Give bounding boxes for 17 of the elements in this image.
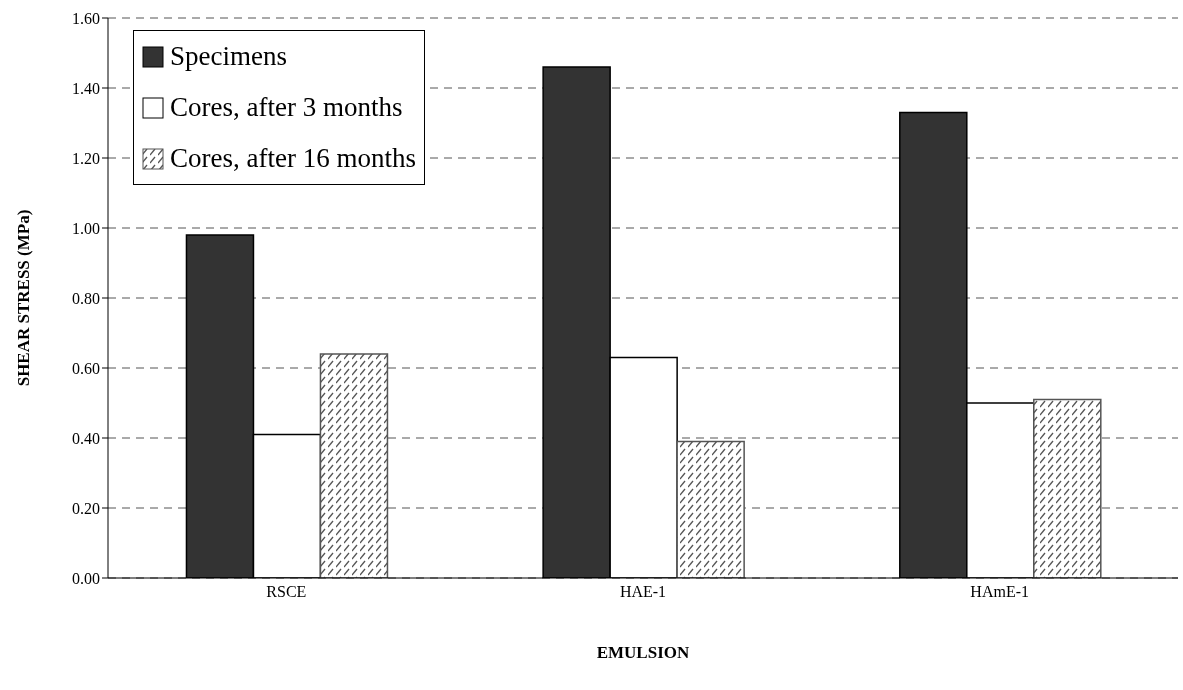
x-tick-label: HAE-1 — [619, 583, 667, 601]
y-tick-label: 0.20 — [72, 499, 100, 517]
y-tick-label: 0.80 — [72, 289, 100, 307]
y-tick-label: 1.00 — [72, 219, 100, 237]
legend-label: Cores, after 16 months — [170, 142, 416, 175]
x-tick-label: RSCE — [266, 583, 307, 601]
y-tick-label: 1.20 — [72, 149, 100, 167]
x-axis-title: EMULSION — [596, 643, 690, 662]
y-tick-label: 0.00 — [72, 569, 100, 587]
legend-label: Specimens — [170, 40, 287, 73]
y-tick-label: 1.60 — [72, 9, 100, 27]
y-axis-title: SHEAR STRESS (MPa) — [14, 209, 34, 387]
y-tick-label: 1.40 — [72, 79, 100, 97]
y-tick-label: 0.60 — [72, 359, 100, 377]
legend-label: Cores, after 3 months — [170, 91, 403, 124]
y-tick-label: 0.40 — [72, 429, 100, 447]
x-tick-label: HAmE-1 — [970, 583, 1029, 601]
